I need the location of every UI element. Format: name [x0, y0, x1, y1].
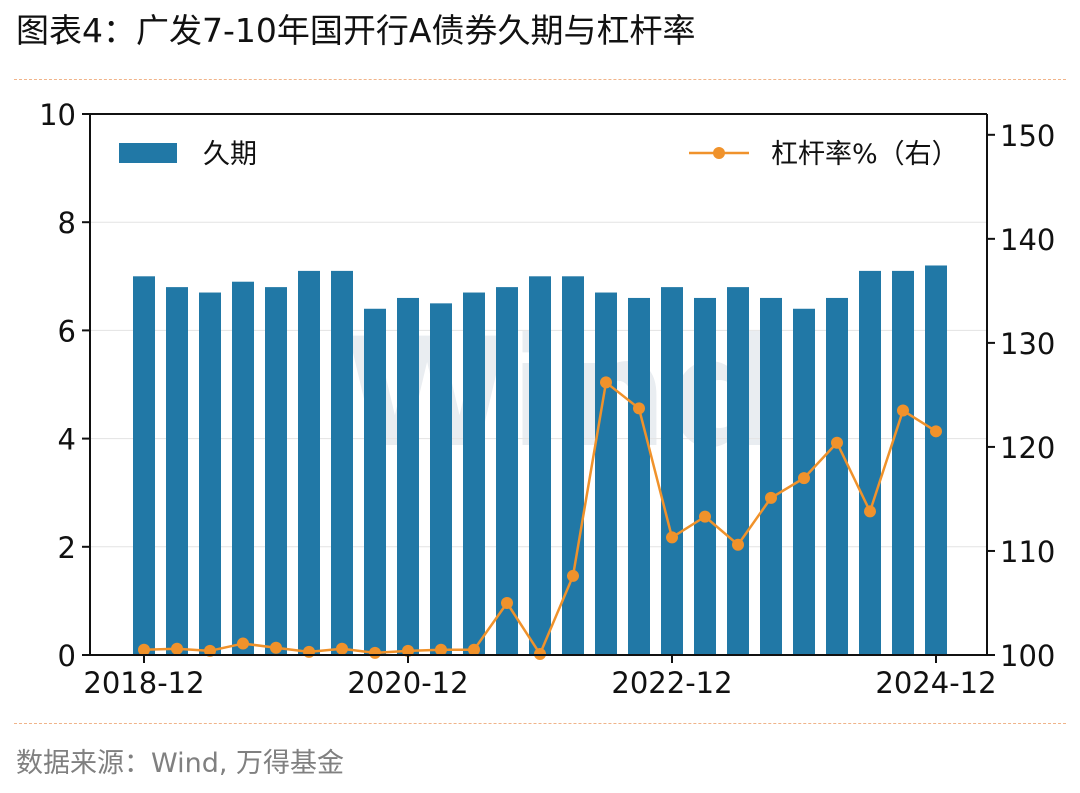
- bar: [727, 287, 749, 655]
- leverage-point: [930, 425, 942, 438]
- bar: [859, 270, 881, 655]
- bar: [265, 287, 287, 655]
- chart-title: 图表4：广发7-10年国开行A债券久期与杠杆率: [16, 11, 696, 50]
- left-tick-label: 10: [39, 98, 76, 132]
- leverage-point: [435, 643, 447, 656]
- bar-series: [133, 265, 947, 655]
- leverage-point: [534, 647, 546, 660]
- bar: [364, 308, 386, 655]
- x-tick-label: 2018-12: [83, 666, 204, 700]
- bar: [628, 297, 650, 655]
- leverage-point: [501, 596, 513, 609]
- left-tick-label: 6: [58, 314, 76, 348]
- legend: 久期 杠杆率%（右）: [119, 139, 959, 170]
- leverage-point: [798, 472, 810, 485]
- right-tick-label: 150: [1000, 119, 1055, 153]
- right-tick-label: 120: [1000, 431, 1055, 465]
- leverage-point: [402, 644, 414, 657]
- bar: [892, 270, 914, 655]
- right-tick-label: 140: [1000, 223, 1055, 257]
- leverage-point: [633, 402, 645, 415]
- bar: [397, 297, 419, 655]
- leverage-point: [864, 505, 876, 518]
- right-tick-label: 110: [1000, 535, 1055, 569]
- bar: [529, 276, 551, 655]
- left-tick-label: 2: [58, 531, 76, 565]
- left-tick-label: 4: [58, 423, 76, 457]
- x-tick-label: 2022-12: [611, 666, 732, 700]
- leverage-point: [765, 491, 777, 504]
- bar: [430, 303, 452, 655]
- source-note: 数据来源：Wind, 万得基金: [16, 748, 345, 779]
- leverage-point: [204, 644, 216, 657]
- legend-bar-swatch: [119, 143, 177, 163]
- axes: [82, 113, 995, 663]
- bar: [694, 297, 716, 655]
- right-tick-label: 100: [1000, 639, 1055, 673]
- leverage-point: [567, 569, 579, 582]
- bar: [331, 270, 353, 655]
- leverage-point: [336, 642, 348, 655]
- leverage-point: [171, 642, 183, 655]
- bar: [925, 265, 947, 655]
- left-tick-label: 0: [58, 639, 76, 673]
- legend-bar-label: 久期: [203, 139, 257, 170]
- bar: [133, 276, 155, 655]
- bar: [595, 292, 617, 655]
- left-tick-label: 8: [58, 206, 76, 240]
- legend-line-label: 杠杆率%（右）: [771, 139, 959, 170]
- leverage-point: [468, 643, 480, 656]
- leverage-point: [666, 531, 678, 544]
- bar: [826, 297, 848, 655]
- bar: [760, 297, 782, 655]
- bar: [562, 276, 584, 655]
- bar: [199, 292, 221, 655]
- leverage-point: [270, 641, 282, 654]
- leverage-point: [369, 646, 381, 659]
- leverage-point: [138, 643, 150, 656]
- tick-labels: 0 2 4 6 8 10 100 110 120 130 140 150 2018-12 2020-12 2…: [39, 98, 1055, 700]
- bar: [463, 292, 485, 655]
- x-tick-label: 2020-12: [347, 666, 468, 700]
- leverage-point: [831, 436, 843, 449]
- line-series: [138, 376, 942, 660]
- leverage-point: [897, 404, 909, 417]
- legend-line-marker: [713, 147, 725, 159]
- bar: [166, 287, 188, 655]
- bottom-divider: [14, 723, 1066, 724]
- leverage-point: [237, 637, 249, 650]
- bar: [232, 281, 254, 655]
- leverage-point: [303, 645, 315, 658]
- right-tick-label: 130: [1000, 327, 1055, 361]
- bar: [298, 270, 320, 655]
- leverage-point: [732, 538, 744, 551]
- leverage-point: [600, 376, 612, 389]
- x-tick-label: 2024-12: [875, 666, 996, 700]
- leverage-point: [699, 510, 711, 523]
- bar: [661, 287, 683, 655]
- bar: [496, 287, 518, 655]
- top-divider: [14, 79, 1066, 80]
